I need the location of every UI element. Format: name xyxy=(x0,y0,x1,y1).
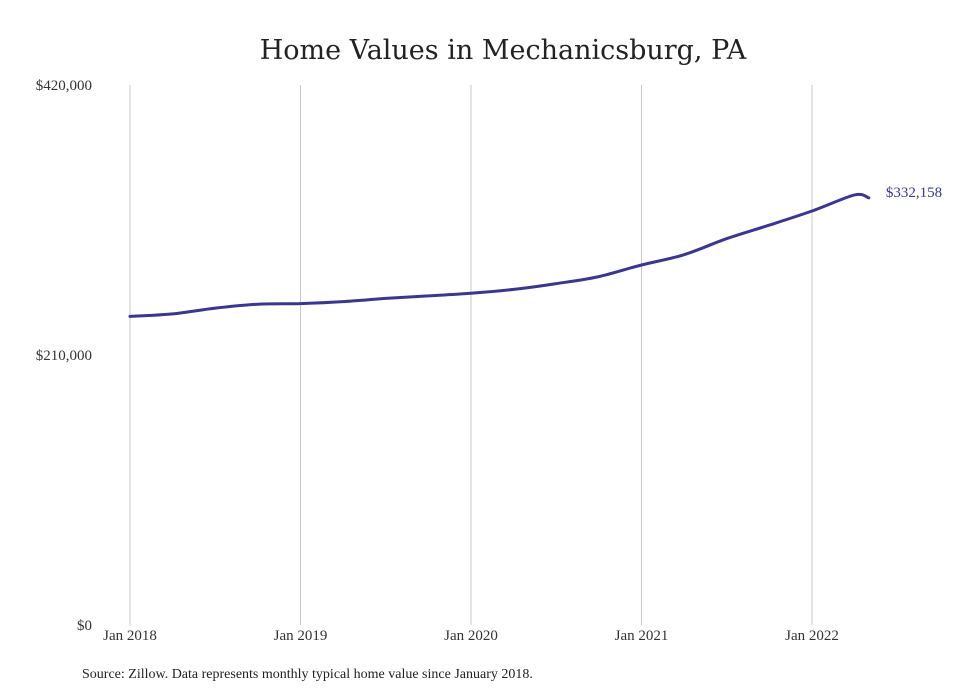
x-axis-ticks: Jan 2018 Jan 2019 Jan 2020 Jan 2021 Jan 2022 xyxy=(103,628,839,644)
y-tick-label: $210,000 xyxy=(36,348,92,364)
x-tick-label: Jan 2020 xyxy=(444,628,498,644)
grid-lines xyxy=(129,85,813,625)
series-line xyxy=(128,192,871,318)
line-chart: Home Values in Mechanicsburg, PA $0 $210,… xyxy=(36,35,942,644)
y-tick-label: $420,000 xyxy=(36,78,92,94)
chart-title: Home Values in Mechanicsburg, PA xyxy=(260,35,747,66)
x-tick-label: Jan 2022 xyxy=(785,628,839,644)
end-value-label: $332,158 xyxy=(886,185,942,201)
y-axis-ticks: $0 $210,000 $420,000 xyxy=(36,78,92,634)
x-tick-label: Jan 2021 xyxy=(615,628,669,644)
x-tick-label: Jan 2019 xyxy=(274,628,328,644)
x-tick-label: Jan 2018 xyxy=(103,628,157,644)
source-note: Source: Zillow. Data represents monthly … xyxy=(82,667,533,682)
y-tick-label: $0 xyxy=(77,618,92,634)
